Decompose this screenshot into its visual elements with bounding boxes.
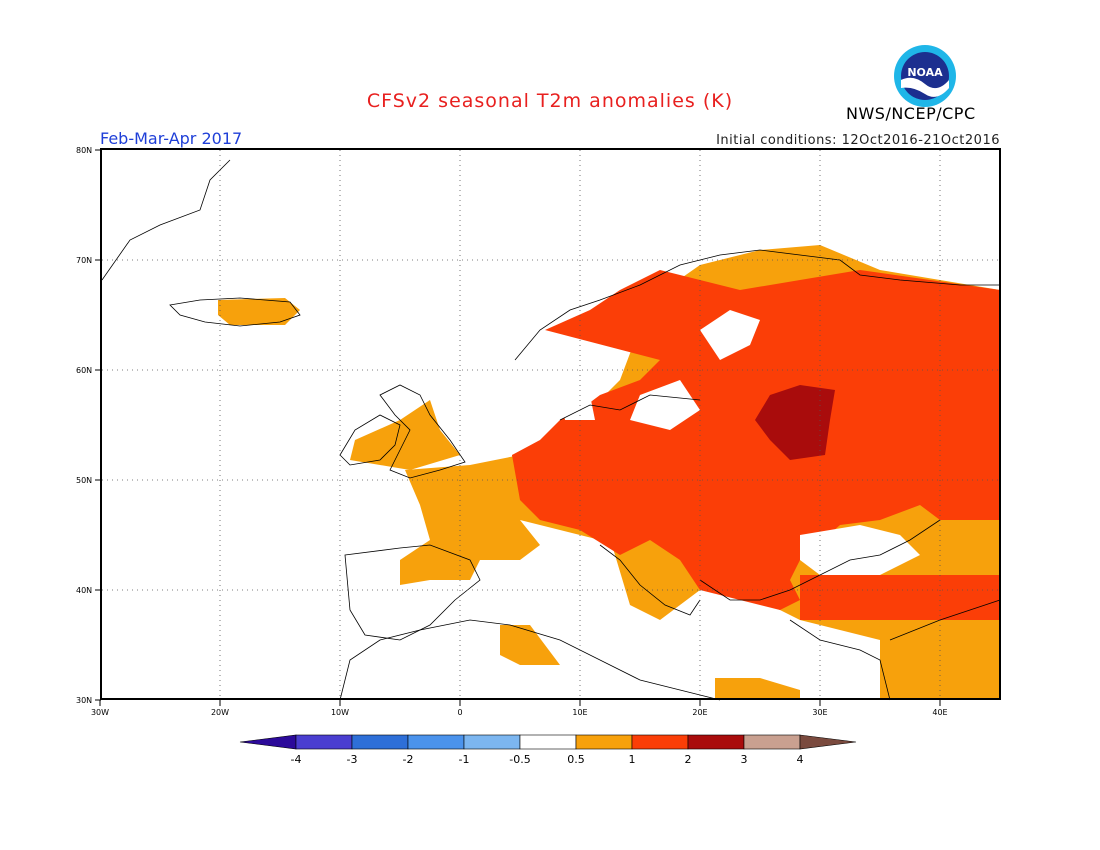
colorbar-bin — [631, 734, 689, 750]
lat-label: 70N — [76, 256, 92, 265]
colorbar-tick-label: 3 — [741, 753, 748, 766]
initial-conditions: Initial conditions: 12Oct2016-21Oct2016 — [716, 133, 1000, 148]
colorbar — [239, 734, 857, 750]
colorbar-bin — [687, 734, 745, 750]
colorbar-bin — [519, 734, 577, 750]
colorbar-tick-label: -3 — [347, 753, 358, 766]
longitude-labels: 30W 20W 10W 0 10E 20E 30E 40E — [91, 708, 948, 717]
map-title: CFSv2 seasonal T2m anomalies (K) — [366, 90, 734, 112]
colorbar-bin — [799, 734, 857, 750]
lat-label: 50N — [76, 476, 92, 485]
lat-label: 30N — [76, 696, 92, 705]
lat-label: 60N — [76, 366, 92, 375]
lat-label: 80N — [76, 146, 92, 155]
lon-label: 10W — [331, 708, 349, 717]
lon-label: 10E — [572, 708, 587, 717]
colorbar-bin — [743, 734, 801, 750]
colorbar-tick-label: -1 — [459, 753, 470, 766]
gridlines — [102, 150, 1000, 700]
colorbar-tick-label: -4 — [291, 753, 302, 766]
lon-label: 20W — [211, 708, 229, 717]
colorbar-bin — [351, 734, 409, 750]
colorbar-bin — [463, 734, 521, 750]
map-frame — [100, 148, 1001, 700]
lon-label: 0 — [457, 708, 462, 717]
agency-label: NWS/NCEP/CPC — [846, 104, 976, 123]
colorbar-tick-label: -0.5 — [509, 753, 530, 766]
coastlines — [101, 159, 1001, 701]
colorbar-tick-label: 0.5 — [567, 753, 585, 766]
anomaly-field — [218, 245, 1000, 700]
svg-text:NOAA: NOAA — [907, 66, 943, 79]
lon-label: 30W — [91, 708, 109, 717]
colorbar-bin — [575, 734, 633, 750]
lon-label: 30E — [812, 708, 827, 717]
colorbar-bin — [239, 734, 297, 750]
colorbar-tick-label: 1 — [629, 753, 636, 766]
colorbar-tick-label: -2 — [403, 753, 414, 766]
lat-label: 40N — [76, 586, 92, 595]
latitude-labels: 80N 70N 60N 50N 40N 30N — [76, 146, 92, 705]
colorbar-bin — [295, 734, 353, 750]
colorbar-bin — [407, 734, 465, 750]
forecast-period: Feb-Mar-Apr 2017 — [100, 129, 243, 148]
colorbar-tick-label: 4 — [797, 753, 804, 766]
lon-label: 40E — [932, 708, 947, 717]
colorbar-labels: -4 -3 -2 -1 -0.5 0.5 1 2 3 4 — [291, 753, 804, 766]
lon-label: 20E — [692, 708, 707, 717]
colorbar-tick-label: 2 — [685, 753, 692, 766]
noaa-logo: NOAA — [894, 45, 956, 107]
